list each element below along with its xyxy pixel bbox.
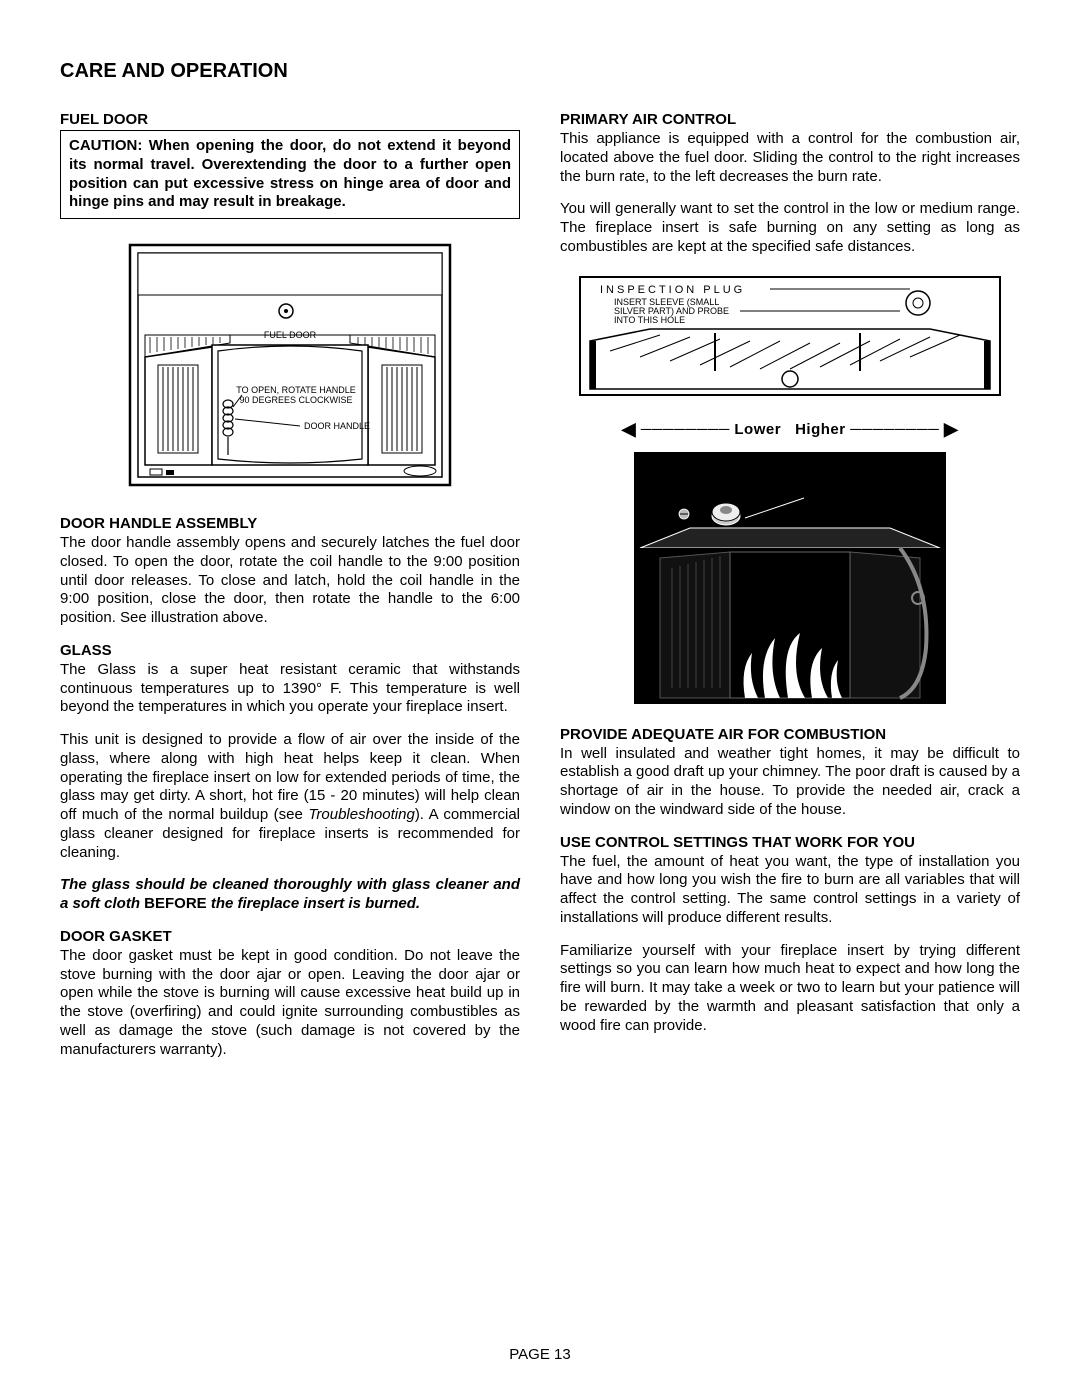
- door-gasket-text: The door gasket must be kept in good con…: [60, 947, 520, 1060]
- fig1-open-instr2: 90 DEGREES CLOCKWISE: [239, 395, 352, 405]
- inspection-plug-diagram: INSPECTION PLUG INSERT SLEEVE (SMALL SIL…: [570, 271, 1010, 401]
- fig2a-insert3: INTO THIS HOLE: [614, 315, 685, 325]
- glass-p1: The Glass is a super heat resistant cera…: [60, 661, 520, 717]
- settings-p2: Familiarize yourself with your fireplace…: [560, 942, 1020, 1036]
- caution-box: CAUTION: When opening the door, do not e…: [60, 130, 520, 219]
- primary-air-heading: PRIMARY AIR CONTROL: [560, 111, 1020, 128]
- fig2b-label3: HANDLE: [808, 505, 853, 517]
- fuel-door-heading: FUEL DOOR: [60, 111, 520, 128]
- combustion-text: In well insulated and weather tight home…: [560, 745, 1020, 820]
- right-column: PRIMARY AIR CONTROL This appliance is eq…: [560, 103, 1020, 1073]
- fig2a-inspection-label: INSPECTION PLUG: [600, 284, 745, 296]
- page: CARE AND OPERATION FUEL DOOR CAUTION: Wh…: [0, 0, 1080, 1397]
- arrow-left-icon: ◀: [622, 419, 636, 439]
- figure-fuel-door: FUEL DOOR: [60, 237, 520, 497]
- primary-air-p1: This appliance is equipped with a contro…: [560, 130, 1020, 186]
- left-column: FUEL DOOR CAUTION: When opening the door…: [60, 103, 520, 1073]
- door-handle-heading: DOOR HANDLE ASSEMBLY: [60, 515, 520, 532]
- arrow-right-icon: ▶: [944, 419, 958, 439]
- page-number: PAGE 13: [0, 1346, 1080, 1363]
- combustion-heading: PROVIDE ADEQUATE AIR FOR COMBUSTION: [560, 726, 1020, 743]
- fig1-fuel-door-label: FUEL DOOR: [264, 330, 317, 340]
- fig1-door-handle-label: DOOR HANDLE: [304, 421, 370, 431]
- page-title: CARE AND OPERATION: [60, 60, 1020, 83]
- glass-note-before: BEFORE: [144, 895, 207, 912]
- fig2b-label1: PRIMARY AIR: [808, 479, 879, 491]
- glass-note-b: the fireplace insert is burned.: [207, 895, 420, 912]
- settings-heading: USE CONTROL SETTINGS THAT WORK FOR YOU: [560, 834, 1020, 851]
- fuel-door-diagram: FUEL DOOR: [100, 237, 480, 497]
- glass-heading: GLASS: [60, 642, 520, 659]
- glass-note: The glass should be cleaned thoroughly w…: [60, 876, 520, 914]
- primary-air-p2: You will generally want to set the contr…: [560, 200, 1020, 256]
- fig2b-label2: CONTROL: [808, 492, 862, 504]
- door-handle-text: The door handle assembly opens and secur…: [60, 534, 520, 628]
- lower-higher-row: ◀ ──────── Lower Higher ──────── ▶: [560, 419, 1020, 440]
- door-gasket-heading: DOOR GASKET: [60, 928, 520, 945]
- lower-label: Lower: [734, 421, 781, 438]
- glass-troubleshooting: Troubleshooting: [308, 806, 414, 823]
- primary-air-handle-diagram: PRIMARY AIR CONTROL HANDLE: [630, 448, 950, 708]
- higher-label: Higher: [795, 421, 846, 438]
- glass-p2: This unit is designed to provide a flow …: [60, 731, 520, 862]
- columns: FUEL DOOR CAUTION: When opening the door…: [60, 103, 1020, 1073]
- fig1-open-instr1: TO OPEN, ROTATE HANDLE: [236, 385, 356, 395]
- settings-p1: The fuel, the amount of heat you want, t…: [560, 853, 1020, 928]
